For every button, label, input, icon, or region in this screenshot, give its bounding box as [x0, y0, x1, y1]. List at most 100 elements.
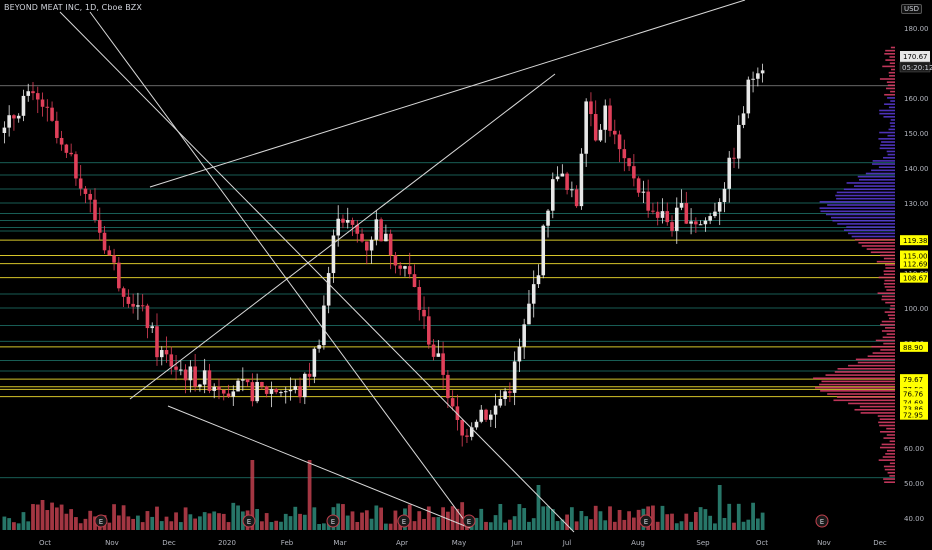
candle-body: [279, 392, 283, 394]
price-tag-box: [900, 258, 928, 269]
volume-profile-bar: [825, 213, 895, 216]
candle-body: [312, 348, 317, 377]
y-tick-label: 60.00: [904, 445, 924, 453]
volume-profile-bar: [890, 46, 895, 49]
volume-profile-bar: [883, 257, 895, 260]
volume-bar: [326, 523, 331, 530]
volume-profile-bar: [880, 323, 895, 326]
volume-profile-bar: [882, 65, 895, 68]
volume-bar: [498, 503, 503, 530]
candle-body: [388, 233, 393, 256]
candle-body: [136, 305, 140, 307]
candle-body: [565, 173, 569, 190]
candle-body: [489, 414, 493, 420]
volume-bar: [555, 521, 560, 530]
currency-button[interactable]: USD: [901, 4, 922, 14]
volume-bar: [140, 522, 145, 530]
volume-bar: [178, 522, 183, 530]
candle-body: [627, 158, 631, 167]
volume-profile-bar: [884, 286, 895, 288]
volume-bar: [260, 521, 264, 530]
volume-profile-bar: [883, 270, 895, 272]
volume-bar: [169, 521, 174, 530]
candle-body: [45, 106, 50, 108]
candle-body: [31, 91, 35, 94]
volume-profile-bar: [886, 289, 895, 291]
volume-profile-bar: [887, 314, 895, 317]
candle-body: [427, 316, 431, 345]
price-tag: 76.76: [903, 390, 924, 398]
volume-profile-bar: [827, 393, 895, 395]
volume-profile-bar: [885, 59, 895, 61]
candle-body: [646, 191, 650, 211]
volume-bar: [589, 519, 593, 530]
volume-profile-bar: [889, 440, 895, 443]
volume-bar: [35, 504, 40, 530]
volume-profile-bar: [830, 216, 895, 219]
x-tick-label: Oct: [39, 539, 51, 547]
volume-bar: [312, 507, 317, 530]
volume-profile-bar: [848, 402, 895, 405]
candle-body: [69, 152, 73, 155]
volume-bar: [536, 485, 541, 530]
volume-profile-bar: [878, 166, 895, 168]
volume-bar: [522, 508, 527, 530]
volume-profile-bar: [888, 106, 895, 109]
volume-bar: [445, 511, 450, 530]
volume-bar: [741, 521, 746, 530]
volume-profile-bar: [872, 352, 895, 354]
volume-profile-bar: [878, 138, 895, 140]
candle-body: [546, 210, 550, 226]
candle-body: [613, 130, 617, 135]
volume-profile-bar: [879, 424, 895, 427]
candle-body: [555, 176, 560, 180]
volume-bar: [388, 523, 393, 530]
volume-profile-bar: [889, 62, 895, 65]
volume-profile-bar: [880, 254, 895, 257]
volume-bar: [655, 521, 660, 530]
volume-bar: [45, 510, 50, 530]
volume-bar: [488, 522, 493, 530]
candle-body: [717, 202, 722, 212]
volume-bar: [426, 506, 431, 530]
candle-body: [407, 266, 412, 275]
volume-bar: [26, 521, 31, 530]
volume-bar: [83, 518, 88, 530]
volume-profile-bar: [813, 377, 895, 380]
candle-body: [221, 389, 226, 394]
volume-profile-bar: [886, 87, 895, 90]
candle-body: [345, 219, 350, 223]
candle-body: [226, 393, 231, 397]
volume-profile-bar: [889, 75, 895, 77]
candle-body: [665, 211, 670, 223]
candle-body: [398, 265, 402, 269]
candle-body: [93, 199, 97, 221]
volume-bar: [665, 514, 670, 530]
volume-profile-bar: [854, 238, 895, 241]
volume-profile-bar: [832, 219, 895, 222]
volume-profile-bar: [835, 194, 895, 197]
volume-bar: [584, 516, 589, 530]
volume-bar: [503, 522, 507, 530]
earnings-label: E: [331, 518, 335, 526]
candle-body: [756, 73, 760, 79]
volume-bar: [379, 507, 383, 530]
volume-profile-bar: [881, 295, 895, 298]
volume-bar: [417, 511, 422, 530]
volume-profile-bar: [846, 182, 895, 184]
volume-bar: [250, 460, 255, 530]
volume-bar: [627, 511, 631, 530]
candle-body: [159, 350, 164, 358]
volume-profile-bar: [861, 245, 895, 247]
candle-body: [469, 427, 474, 437]
candle-body: [751, 78, 755, 80]
candle-body: [584, 101, 588, 154]
candle-body: [574, 189, 579, 207]
volume-bar: [188, 514, 193, 530]
volume-bar: [679, 521, 684, 530]
volume-profile-bar: [884, 103, 895, 105]
candle-body: [694, 221, 698, 225]
price-tag-box: [900, 250, 928, 261]
symbol-title[interactable]: BEYOND MEAT INC, 1D, Cboe BZX: [4, 3, 142, 12]
